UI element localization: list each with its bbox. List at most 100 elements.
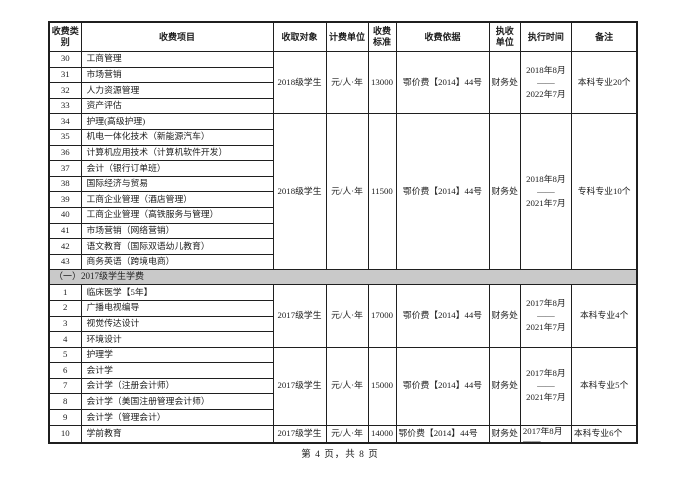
fee-number: 37 [48, 160, 82, 177]
charge-target: 2017级学生 [272, 424, 327, 444]
fee-item-name: 会计学（注册会计师） [80, 377, 274, 395]
fee-number: 36 [48, 144, 82, 162]
table-row: 43 商务英语（跨境电商） [48, 253, 637, 271]
fee-number: 9 [48, 409, 82, 426]
fee-item-name: 市场营销 [80, 66, 274, 84]
fee-item-name: 工商企业管理（酒店管理） [80, 191, 274, 208]
section-header-row: （一）2017级学生学费 [48, 269, 638, 286]
table-row: 39 工商企业管理（酒店管理） [48, 191, 637, 208]
fee-standard: 15000 [367, 346, 397, 426]
charge-target: 2018级学生 [272, 50, 327, 115]
fee-number: 38 [48, 175, 82, 193]
table-header-row: 收费类 别 收费项目 收取对象 计费单位 收费 标准 收费依据 执收 单位 执行… [48, 21, 638, 52]
fee-schedule-table: 收费类 别 收费项目 收取对象 计费单位 收费 标准 收费依据 执收 单位 执行… [48, 21, 639, 445]
table-row: 1 临床医学【5年】 2017级学生 元/人·年 17000 鄂价费【2014】… [48, 284, 638, 348]
fee-number: 41 [48, 222, 82, 240]
fee-item-name: 资产评估 [80, 97, 274, 115]
fee-item-name: 语文教育（国际双语幼儿教育） [80, 238, 274, 255]
remark: 本科专业6个 [570, 424, 638, 444]
col-header-remark: 备注 [570, 21, 638, 52]
fee-number: 42 [48, 238, 82, 255]
fee-number: 40 [48, 206, 82, 224]
fee-item-name: 商务英语（跨境电商） [80, 253, 274, 271]
fee-item-name: 工商企业管理（高铁服务与管理） [80, 206, 274, 224]
fee-item-name: 会计学（管理会计） [80, 409, 274, 426]
fee-number: 6 [48, 362, 82, 379]
billing-unit: 元/人·年 [325, 50, 369, 115]
fee-item-name: 视觉传达设计 [80, 315, 274, 333]
billing-unit: 元/人·年 [325, 424, 369, 444]
fee-standard: 17000 [367, 284, 397, 348]
col-header-charge-target: 收取对象 [272, 21, 327, 52]
fee-item-name: 护理学 [80, 346, 274, 364]
fee-number: 4 [48, 331, 82, 348]
fee-number: 1 [48, 284, 82, 301]
fee-item-name: 广播电视编导 [80, 299, 274, 317]
fee-number: 34 [48, 113, 82, 130]
fee-number: 8 [48, 393, 82, 411]
table-row: 34 护理(高级护理) 2018级学生 元/人·年 11500 鄂价费【2014… [48, 113, 638, 271]
fee-item-name: 计算机应用技术（计算机软件开发） [80, 144, 274, 162]
fee-item-name: 会计学 [80, 362, 274, 379]
table-row: 42 语文教育（国际双语幼儿教育） [48, 238, 637, 255]
charge-target: 2017级学生 [272, 284, 327, 348]
fee-item-name: 人力资源管理 [80, 82, 274, 99]
fee-number: 39 [48, 191, 82, 208]
collecting-unit: 财务处 [488, 346, 521, 426]
col-header-fee-standard: 收费 标准 [367, 21, 397, 52]
col-header-fee-item: 收费项目 [80, 21, 274, 52]
table-row: 30 工商管理 2018级学生 元/人·年 13000 鄂价费【2014】44号… [48, 50, 638, 115]
fee-item-name: 会计（银行订单班） [80, 160, 274, 177]
fee-basis: 鄂价费【2014】44号 [395, 284, 490, 348]
remark: 本科专业20个 [570, 50, 638, 115]
section-header: （一）2017级学生学费 [48, 269, 638, 286]
collecting-unit: 财务处 [488, 50, 521, 115]
table-row: 10 学前教育 2017级学生 元/人·年 14000 鄂价费【2014】44号… [48, 424, 638, 444]
fee-item-name: 机电一体化技术（新能源汽车） [80, 128, 274, 146]
fee-standard: 13000 [367, 50, 397, 115]
remark: 本科专业5个 [570, 346, 638, 426]
col-header-collecting-unit: 执收 单位 [488, 21, 521, 52]
fee-item-name: 工商管理 [80, 51, 274, 68]
execution-period: 2018年8月 —— 2022年7月 [519, 50, 572, 115]
fee-basis: 鄂价费【2014】44号 [395, 50, 490, 115]
fee-number: 31 [48, 66, 82, 84]
fee-item-name: 临床医学【5年】 [80, 284, 274, 301]
fee-item-name: 会计学（美国注册管理会计师） [80, 393, 274, 411]
execution-period-text: 2017年8月 —— [522, 426, 563, 442]
fee-number: 33 [48, 97, 82, 115]
col-header-fee-category: 收费类 别 [48, 21, 82, 52]
execution-period: 2017年8月 —— 2021年7月 [519, 284, 572, 348]
fee-number: 2 [48, 299, 82, 317]
fee-number: 7 [48, 377, 82, 395]
col-header-billing-unit: 计费单位 [325, 21, 369, 52]
fee-number: 30 [48, 51, 82, 68]
fee-number: 32 [48, 82, 82, 99]
fee-item-name: 国际经济与贸易 [80, 175, 274, 193]
fee-table-container: 收费类 别 收费项目 收取对象 计费单位 收费 标准 收费依据 执收 单位 执行… [48, 21, 639, 445]
remark: 本科专业4个 [570, 284, 638, 348]
table-row: 32 人力资源管理 [48, 82, 637, 99]
billing-unit: 元/人·年 [325, 346, 369, 426]
fee-basis: 鄂价费【2014】44号 [395, 424, 490, 444]
fee-number: 5 [48, 346, 82, 364]
collecting-unit: 财务处 [488, 424, 521, 444]
fee-basis: 鄂价费【2014】44号 [395, 113, 490, 271]
page-number-footer: 第 4 页，共 8 页 [301, 450, 379, 460]
fee-standard: 14000 [367, 424, 397, 444]
execution-period: 2017年8月 —— 2021年7月 [519, 346, 572, 426]
fee-item-name: 护理(高级护理) [80, 113, 274, 130]
fee-item-name: 市场营销（网络营销） [80, 222, 274, 240]
fee-number: 43 [48, 253, 82, 271]
execution-period: 2017年8月 —— [519, 424, 572, 444]
table-row: 36 计算机应用技术（计算机软件开发） [48, 144, 637, 162]
remark: 专科专业10个 [570, 113, 638, 271]
fee-item-name: 学前教育 [80, 424, 274, 444]
collecting-unit: 财务处 [488, 284, 521, 348]
fee-standard: 11500 [367, 113, 397, 271]
charge-target: 2018级学生 [272, 113, 327, 271]
charge-target: 2017级学生 [272, 346, 327, 426]
fee-number: 10 [48, 424, 82, 444]
fee-number: 35 [48, 128, 82, 146]
